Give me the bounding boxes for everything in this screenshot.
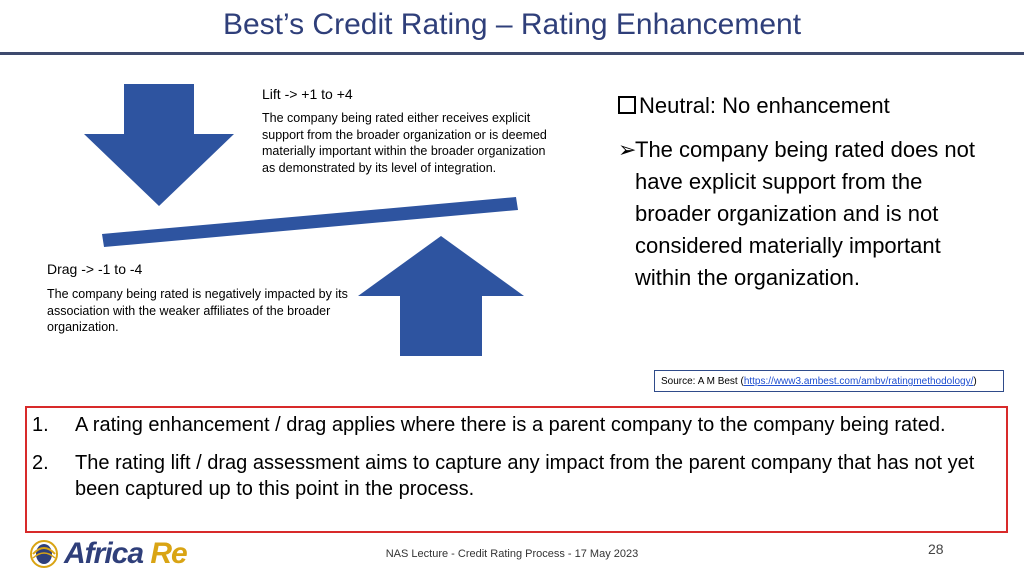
lift-description: The company being rated either receives … bbox=[262, 111, 547, 175]
list-item-number: 2. bbox=[32, 452, 49, 474]
source-prefix: Source: A M Best ( bbox=[661, 376, 744, 387]
drag-description: The company being rated is negatively im… bbox=[47, 287, 348, 334]
list-item: 2. The rating lift / drag assessment aim… bbox=[32, 450, 982, 502]
neutral-heading-text: Neutral: No enhancement bbox=[639, 93, 890, 118]
down-arrow-icon bbox=[84, 84, 234, 206]
balance-beam bbox=[102, 197, 518, 247]
neutral-description-text: The company being rated does not have ex… bbox=[635, 137, 976, 290]
page-number: 28 bbox=[928, 541, 944, 557]
slide-title: Best’s Credit Rating – Rating Enhancemen… bbox=[222, 8, 802, 41]
source-citation: Source: A M Best (https://www3.ambest.co… bbox=[654, 370, 1004, 392]
neutral-description: ➢ The company being rated does not have … bbox=[618, 134, 988, 294]
drag-heading: Drag -> -1 to -4 bbox=[47, 261, 143, 277]
list-item: 1. A rating enhancement / drag applies w… bbox=[32, 412, 982, 438]
list-item-text: The rating lift / drag assessment aims t… bbox=[75, 452, 975, 500]
logo-text-africa: Africa bbox=[64, 537, 151, 570]
logo-wordmark: Africa Re bbox=[64, 537, 188, 571]
title-divider bbox=[0, 52, 1024, 55]
lift-heading: Lift -> +1 to +4 bbox=[262, 86, 353, 102]
source-link[interactable]: https://www3.ambest.com/ambv/ratingmetho… bbox=[743, 376, 974, 387]
arrow-bullet-icon: ➢ bbox=[618, 137, 637, 162]
notes-list: 1. A rating enhancement / drag applies w… bbox=[32, 412, 982, 514]
list-item-number: 1. bbox=[32, 414, 49, 436]
checkbox-bullet-icon bbox=[618, 96, 636, 114]
logo-text-re: Re bbox=[150, 537, 187, 570]
africa-re-logo: Africa Re bbox=[28, 536, 188, 572]
notes-box bbox=[25, 406, 1008, 533]
footer-text: NAS Lecture - Credit Rating Process - 17… bbox=[385, 548, 639, 560]
neutral-heading: Neutral: No enhancement bbox=[618, 93, 890, 119]
up-arrow-icon bbox=[358, 236, 524, 356]
source-suffix: ) bbox=[973, 376, 977, 387]
africa-re-emblem-icon bbox=[30, 540, 58, 568]
list-item-text: A rating enhancement / drag applies wher… bbox=[75, 414, 946, 436]
